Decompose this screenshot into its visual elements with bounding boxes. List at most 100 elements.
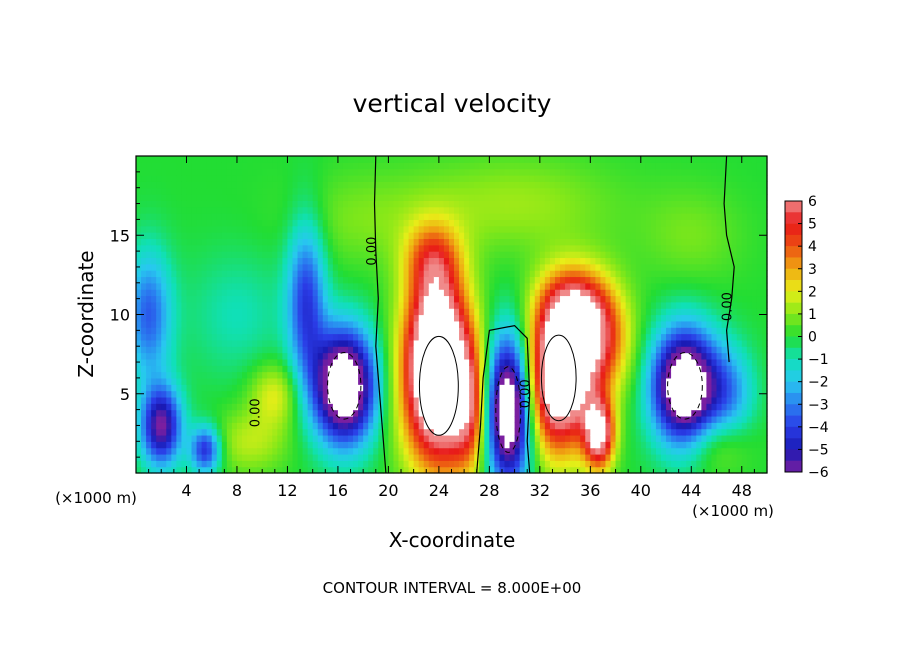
field-cell: [433, 225, 440, 233]
field-cell: [595, 396, 602, 404]
field-cell: [226, 200, 233, 208]
field-cell: [226, 156, 233, 163]
field-cell: [403, 301, 410, 309]
field-cell: [327, 384, 334, 392]
field-cell: [151, 377, 157, 385]
field-cell: [221, 200, 228, 208]
field-cell: [332, 415, 339, 423]
field-cell: [186, 225, 193, 233]
field-cell: [570, 181, 576, 189]
field-cell: [247, 238, 253, 246]
field-cell: [221, 327, 228, 335]
field-cell: [292, 339, 299, 347]
field-cell: [388, 333, 395, 341]
field-cell: [257, 200, 263, 208]
field-cell: [580, 358, 586, 366]
field-cell: [363, 327, 369, 335]
field-cell: [206, 289, 213, 297]
field-cell: [257, 295, 263, 303]
field-cell: [312, 320, 319, 328]
field-cell: [610, 301, 617, 309]
field-cell: [166, 371, 172, 379]
field-cell: [620, 308, 627, 316]
field-cell: [580, 447, 586, 455]
field-cell: [236, 409, 243, 417]
field-cell: [226, 371, 233, 379]
field-cell: [509, 327, 516, 335]
field-cell: [211, 213, 218, 220]
field-cell: [191, 181, 198, 189]
field-cell: [575, 434, 581, 442]
field-cell: [529, 194, 536, 201]
field-cell: [307, 415, 314, 423]
field-cell: [363, 346, 369, 354]
field-cell: [156, 282, 162, 290]
field-cell: [484, 384, 490, 392]
field-cell: [388, 327, 395, 335]
field-cell: [610, 308, 617, 316]
field-cell: [610, 225, 617, 233]
field-cell: [539, 156, 546, 163]
field-cell: [524, 289, 531, 297]
field-cell: [519, 396, 526, 404]
field-cell: [418, 187, 425, 195]
field-cell: [418, 434, 425, 442]
field-cell: [514, 200, 521, 208]
field-cell: [499, 295, 506, 303]
field-cell: [585, 194, 591, 201]
field-cell: [186, 333, 193, 341]
field-cell: [438, 225, 445, 233]
field-cell: [221, 320, 228, 328]
field-cell: [322, 181, 329, 189]
field-cell: [277, 447, 283, 455]
field-cell: [630, 346, 637, 354]
field-cell: [585, 377, 591, 385]
field-cell: [620, 365, 627, 373]
field-cell: [252, 314, 258, 322]
field-cell: [332, 466, 339, 474]
field-cell: [433, 308, 440, 316]
field-cell: [433, 295, 440, 303]
field-cell: [307, 377, 314, 385]
field-cell: [474, 365, 480, 373]
field-cell: [549, 409, 556, 417]
field-cell: [297, 187, 304, 195]
field-cell: [312, 447, 319, 455]
field-cell: [353, 232, 359, 240]
field-cell: [221, 181, 228, 189]
field-cell: [236, 453, 243, 461]
field-cell: [443, 206, 450, 214]
field-cell: [479, 365, 485, 373]
field-cell: [363, 263, 369, 271]
field-cell: [342, 346, 349, 354]
field-cell: [353, 377, 359, 385]
field-cell: [514, 156, 521, 163]
field-cell: [317, 282, 324, 290]
field-cell: [413, 219, 420, 227]
field-cell: [580, 434, 586, 442]
field-cell: [252, 276, 258, 284]
field-cell: [292, 346, 299, 354]
field-cell: [206, 232, 213, 240]
field-cell: [514, 371, 521, 379]
field-cell: [529, 460, 536, 468]
field-cell: [161, 162, 167, 170]
field-cell: [393, 409, 400, 417]
field-cell: [247, 428, 253, 436]
field-cell: [630, 175, 637, 182]
field-cell: [474, 206, 480, 214]
field-cell: [635, 225, 642, 233]
field-cell: [383, 365, 389, 373]
field-cell: [529, 289, 536, 297]
field-cell: [201, 320, 208, 328]
field-cell: [610, 263, 617, 271]
field-cell: [358, 194, 364, 201]
field-cell: [262, 314, 268, 322]
field-cell: [615, 295, 622, 303]
field-cell: [322, 301, 329, 309]
field-cell: [595, 314, 602, 322]
field-cell: [277, 263, 283, 271]
field-cell: [408, 200, 415, 208]
field-cell: [221, 428, 228, 436]
field-cell: [630, 187, 637, 195]
